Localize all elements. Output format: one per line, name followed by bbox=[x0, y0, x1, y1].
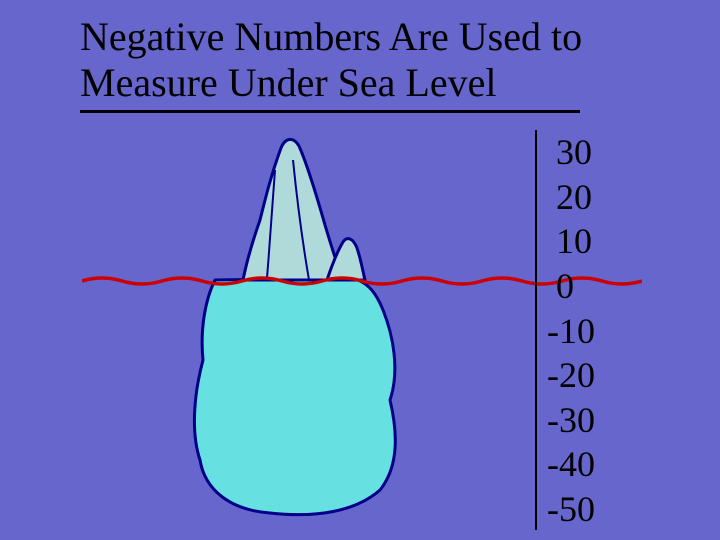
scale-labels: 30 20 10 0 -10 -20 -30 -40 -50 bbox=[547, 130, 595, 532]
scale-axis-line bbox=[535, 130, 537, 530]
iceberg-below bbox=[194, 278, 395, 515]
title-underline bbox=[80, 110, 580, 113]
iceberg-illustration bbox=[175, 130, 435, 520]
page-title: Negative Numbers Are Used to Measure Und… bbox=[80, 14, 680, 106]
